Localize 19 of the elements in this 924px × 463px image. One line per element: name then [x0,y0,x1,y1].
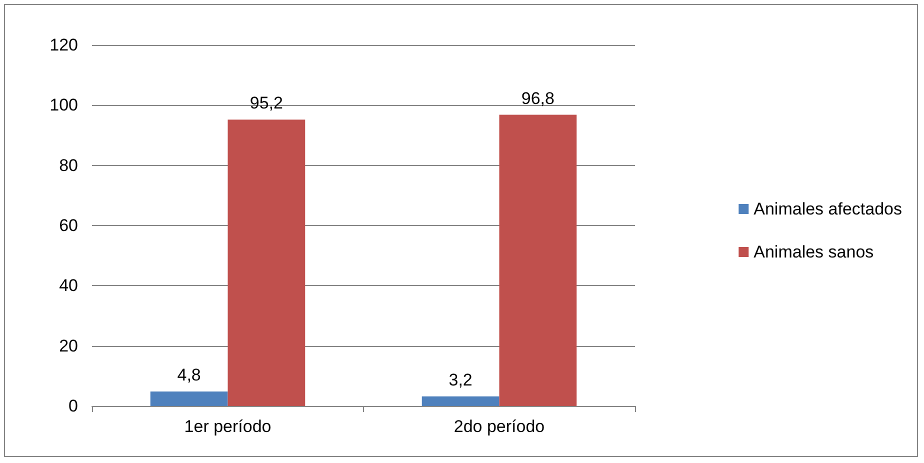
bar [499,114,577,406]
data-label: 3,2 [448,370,472,390]
bar [422,396,500,406]
y-tick-label: 80 [59,156,78,175]
data-label: 4,8 [177,366,201,385]
bar [150,392,228,406]
bar [228,120,306,406]
data-label: 96,8 [521,88,554,108]
y-tick-label: 120 [50,36,78,54]
x-tick-label: 1er período [184,417,272,436]
legend-label: Animales sanos [754,242,874,262]
y-tick-label: 100 [50,96,78,115]
y-tick-label: 60 [59,216,78,235]
x-tick-label: 2do período [454,417,545,436]
y-tick-label: 40 [59,276,78,296]
y-tick-label: 20 [59,336,78,356]
data-label: 95,2 [250,94,283,113]
legend-label: Animales afectados [754,200,902,218]
y-tick-label: 0 [68,396,78,416]
